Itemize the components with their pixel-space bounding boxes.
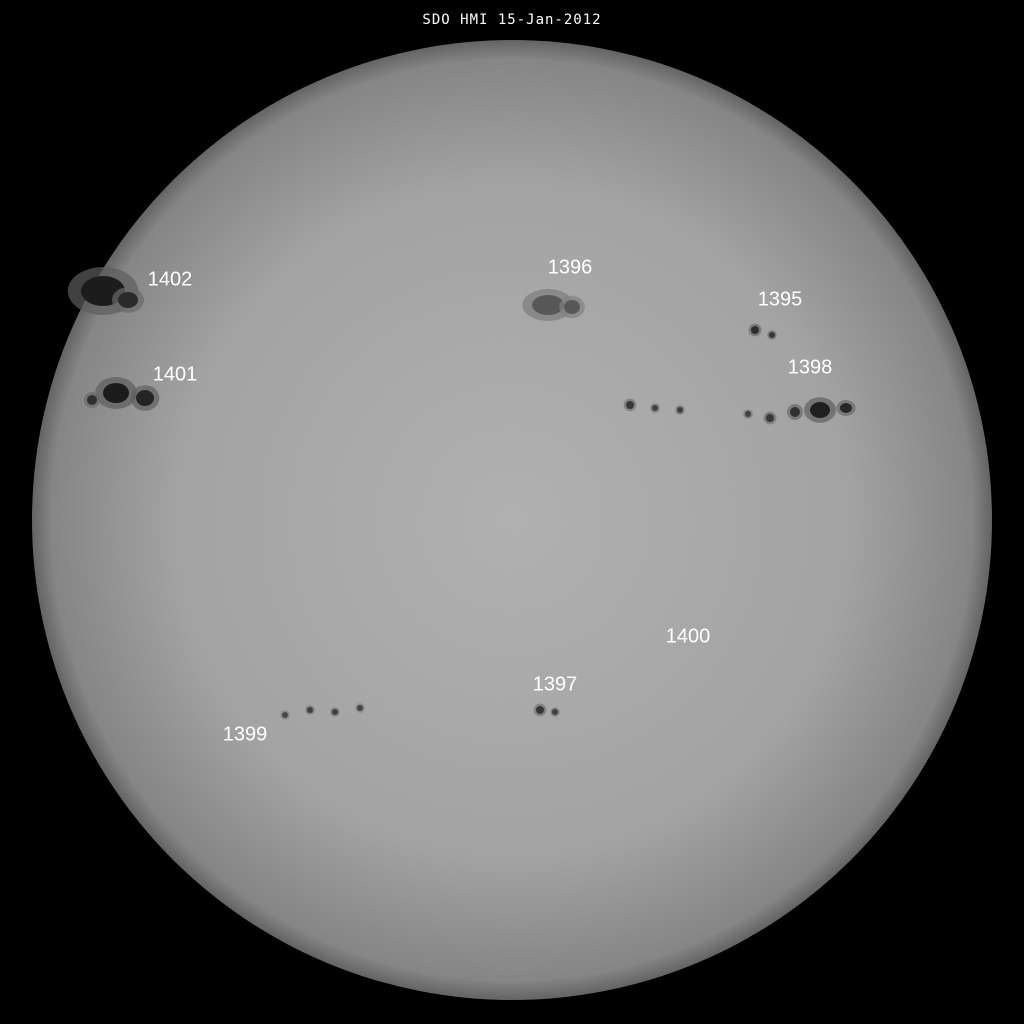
sunspot-umbra	[769, 332, 775, 338]
region-label: 1397	[533, 674, 578, 697]
sunspot-umbra	[103, 383, 129, 403]
sunspot-umbra	[751, 326, 759, 334]
region-label: 1396	[548, 257, 593, 280]
sunspot-umbra	[87, 395, 97, 405]
sunspot-umbra	[532, 295, 564, 315]
sunspot-umbra	[810, 402, 830, 418]
figure-title: SDO HMI 15-Jan-2012	[0, 12, 1024, 28]
sunspot-umbra	[766, 414, 774, 422]
sunspot-umbra	[332, 709, 338, 715]
solar-disk-granulation	[32, 40, 992, 1000]
solar-figure: SDO HMI 15-Jan-2012 1402 1401 1396 1395 1398…	[0, 0, 1024, 1024]
sunspot-umbra	[745, 411, 751, 417]
sunspot-umbra	[790, 407, 800, 417]
sunspot-umbra	[357, 705, 363, 711]
sunspot-umbra	[626, 401, 634, 409]
region-label: 1400	[666, 626, 711, 649]
sunspot-umbra	[136, 390, 154, 406]
solar-disk-svg	[0, 0, 1024, 1024]
sunspot-umbra	[652, 405, 658, 411]
region-label: 1401	[153, 364, 198, 387]
sunspot-umbra	[552, 709, 558, 715]
sunspot-umbra	[118, 292, 138, 308]
region-label: 1395	[758, 289, 803, 312]
sunspot-umbra	[564, 300, 580, 314]
sunspot-umbra	[840, 403, 852, 413]
sunspot-umbra	[536, 706, 544, 714]
sunspot-umbra	[307, 707, 313, 713]
sunspot-umbra	[677, 407, 683, 413]
sunspot-umbra	[282, 712, 288, 718]
region-label: 1398	[788, 357, 833, 380]
region-label: 1402	[148, 269, 193, 292]
region-label: 1399	[223, 724, 268, 747]
